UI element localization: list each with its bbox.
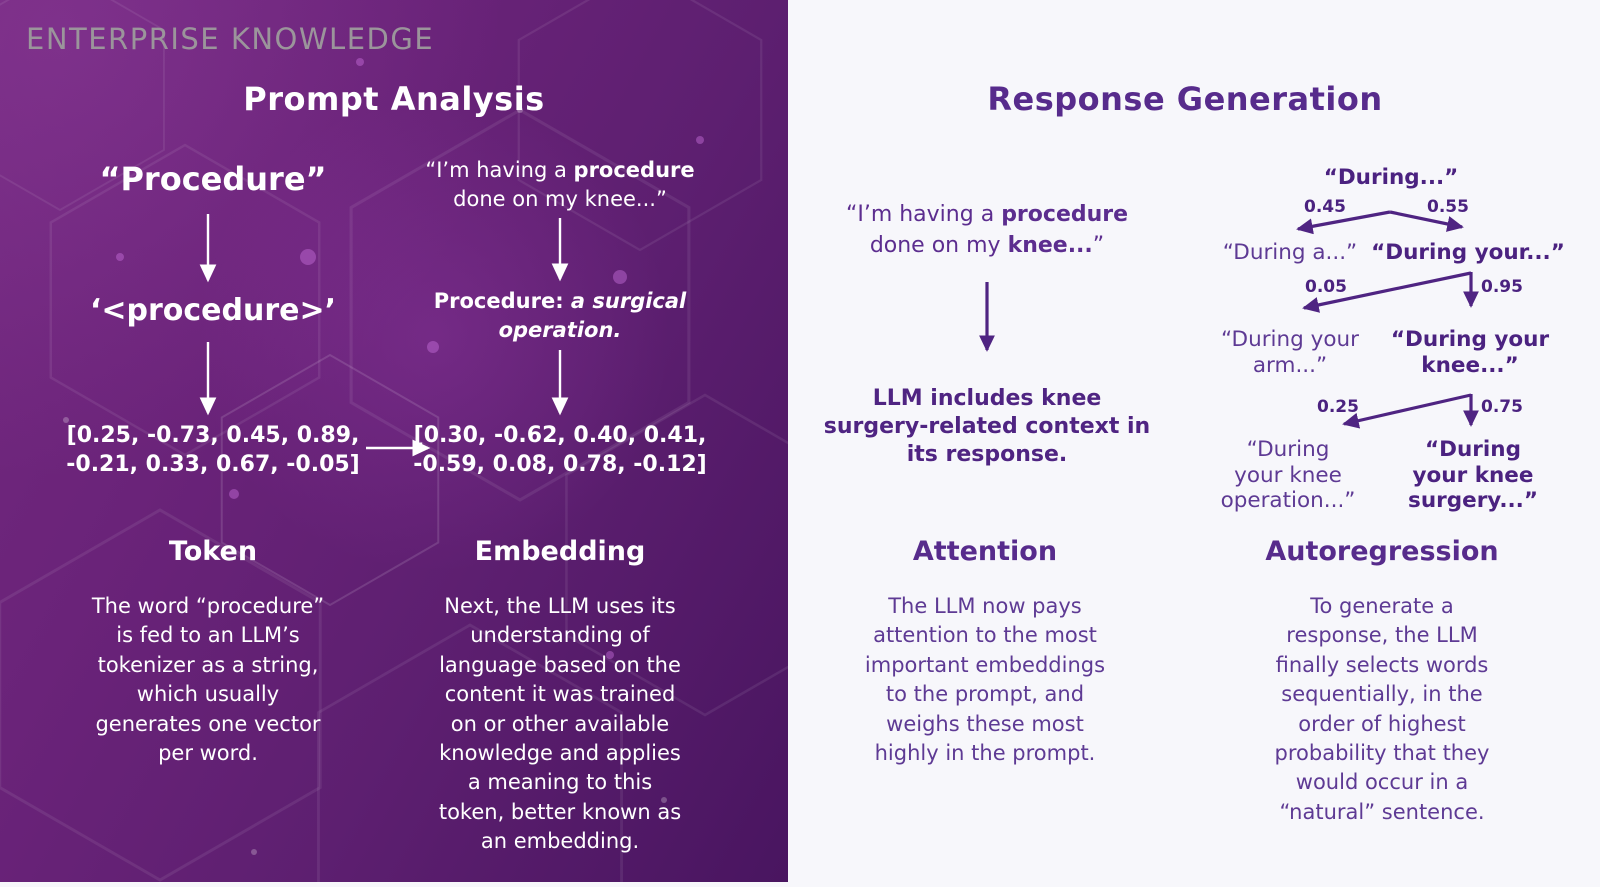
tree-node-line: “During <box>1246 437 1330 462</box>
embedding-vector: [0.30, -0.62, 0.40, 0.41, -0.59, 0.08, 0… <box>360 421 760 479</box>
attention-paragraph-line: highly in the prompt. <box>874 741 1096 766</box>
llm-context-line: surgery-related context in <box>823 414 1151 439</box>
autoregression-paragraph-line: sequentially, in the <box>1281 682 1483 707</box>
token-paragraph-line: is fed to an LLM’s <box>116 623 300 648</box>
tree-node-during-your-knee-operation: “During your knee operation...” <box>1188 437 1388 514</box>
response-generation-panel <box>788 0 1600 887</box>
embedding-paragraph: Next, the LLM uses its understanding of … <box>410 592 710 857</box>
tree-node-line: “During your <box>1221 327 1359 352</box>
probability-0.05: 0.05 <box>1305 277 1347 297</box>
embedding-paragraph-line: token, better known as <box>438 799 682 824</box>
probability-0.55: 0.55 <box>1427 197 1469 217</box>
tree-node-line: “During your <box>1390 327 1550 352</box>
attention-paragraph-line: The LLM now pays <box>888 594 1082 618</box>
autoregression-paragraph-line: order of highest <box>1298 711 1466 736</box>
autoregression-paragraph-line: would occur in a <box>1295 770 1469 795</box>
tree-node-line: arm...” <box>1252 353 1328 378</box>
token-paragraph-line: per word. <box>158 741 258 766</box>
hexagon-network-background <box>0 0 788 882</box>
attention-paragraph-line: attention to the most <box>873 623 1097 648</box>
embedding-paragraph-line: understanding of <box>470 623 650 648</box>
probability-0.95: 0.95 <box>1481 277 1523 297</box>
tree-node-during-a: “During a...” <box>1222 240 1358 265</box>
probability-0.25: 0.25 <box>1317 397 1359 417</box>
quote-line1: “I’m having a procedure <box>845 202 1129 227</box>
token-paragraph-line: which usually <box>136 682 280 707</box>
embedding-paragraph-line: language based on the <box>439 652 681 677</box>
tree-node-line: surgery...” <box>1408 488 1538 513</box>
token-heading: Token <box>168 536 258 567</box>
token-string: ‘<procedure>’ <box>89 293 337 328</box>
token-vector-line2: -0.21, 0.33, 0.67, -0.05] <box>66 452 360 477</box>
token-paragraph-line: tokenizer as a string, <box>97 652 319 677</box>
enterprise-knowledge-logo: ENTERPRISE KNOWLEDGE <box>26 22 435 56</box>
attention-paragraph-line: to the prompt, and <box>885 682 1085 707</box>
definition-line1: Procedure: a surgical <box>433 289 687 313</box>
autoregression-paragraph: To generate a response, the LLM finally … <box>1237 592 1527 827</box>
word-procedure: “Procedure” <box>99 160 327 198</box>
tree-node-during: “During...” <box>1323 165 1459 190</box>
autoregression-paragraph-line: To generate a <box>1310 594 1454 618</box>
prompt-analysis-title: Prompt Analysis <box>243 80 545 118</box>
quote-line2: done on my knee...” <box>869 233 1105 258</box>
autoregression-heading: Autoregression <box>1265 536 1499 567</box>
llm-context-line: LLM includes knee <box>872 386 1102 411</box>
tree-node-during-your-arm: “During your arm...” <box>1190 327 1390 379</box>
tree-node-during-your-knee: “During your knee...” <box>1345 327 1595 379</box>
llm-context-line: its response. <box>906 442 1068 467</box>
embedding-paragraph-line: knowledge and applies <box>439 741 681 766</box>
llm-context-note: LLM includes knee surgery-related contex… <box>787 385 1187 469</box>
embedding-vector-line2: -0.59, 0.08, 0.78, -0.12] <box>413 452 707 477</box>
autoregression-paragraph-line: “natural” sentence. <box>1279 799 1485 824</box>
embedding-heading: Embedding <box>474 536 646 567</box>
tree-node-line: your knee <box>1234 462 1342 488</box>
prompt-analysis-panel: ENTERPRISE KNOWLEDGE Prompt Analysis “Pr… <box>0 0 788 882</box>
embedding-paragraph-line: on or other available <box>450 711 670 736</box>
tree-node-during-your-knee-surgery: “During your knee surgery...” <box>1353 437 1593 514</box>
autoregression-paragraph-line: probability that they <box>1274 741 1490 766</box>
autoregression-paragraph-line: response, the LLM <box>1286 623 1478 648</box>
tree-node-during-your: “During your...” <box>1371 240 1565 265</box>
embedding-paragraph-line: Next, the LLM uses its <box>444 594 676 618</box>
probability-0.75: 0.75 <box>1481 397 1523 417</box>
tree-node-line: operation...” <box>1220 488 1356 513</box>
tree-node-line: “During <box>1425 437 1521 462</box>
embedding-vector-line1: [0.30, -0.62, 0.40, 0.41, <box>413 423 707 448</box>
embedding-paragraph-line: content it was trained <box>444 682 676 707</box>
response-generation-title: Response Generation <box>987 80 1383 118</box>
knee-quote-left: “I’m having a procedure done on my knee.… <box>360 156 760 214</box>
attention-heading: Attention <box>912 536 1058 567</box>
definition-line2: operation. <box>498 318 622 342</box>
token-paragraph-line: The word “procedure” <box>91 594 325 618</box>
token-paragraph-line: generates one vector <box>95 711 321 736</box>
attention-paragraph-line: important embeddings <box>864 652 1106 677</box>
quote-line2: done on my knee...” <box>453 187 667 211</box>
autoregression-paragraph-line: finally selects words <box>1275 652 1489 677</box>
knee-quote-right: “I’m having a procedure done on my knee.… <box>787 199 1187 261</box>
token-paragraph: The word “procedure” is fed to an LLM’s … <box>58 592 358 768</box>
procedure-definition: Procedure: a surgical operation. <box>360 287 760 345</box>
token-vector-line1: [0.25, -0.73, 0.45, 0.89, <box>66 423 360 448</box>
quote-line1: “I’m having a procedure <box>425 158 695 182</box>
attention-paragraph: The LLM now pays attention to the most i… <box>822 592 1148 768</box>
tree-node-line: knee...” <box>1421 353 1519 378</box>
token-vector: [0.25, -0.73, 0.45, 0.89, -0.21, 0.33, 0… <box>8 421 418 479</box>
embedding-paragraph-line: a meaning to this <box>467 770 653 795</box>
attention-paragraph-line: weighs these most <box>886 711 1084 736</box>
embedding-paragraph-line: an embedding. <box>480 829 640 854</box>
tree-node-line: your knee <box>1412 462 1534 488</box>
probability-0.45: 0.45 <box>1304 197 1346 217</box>
